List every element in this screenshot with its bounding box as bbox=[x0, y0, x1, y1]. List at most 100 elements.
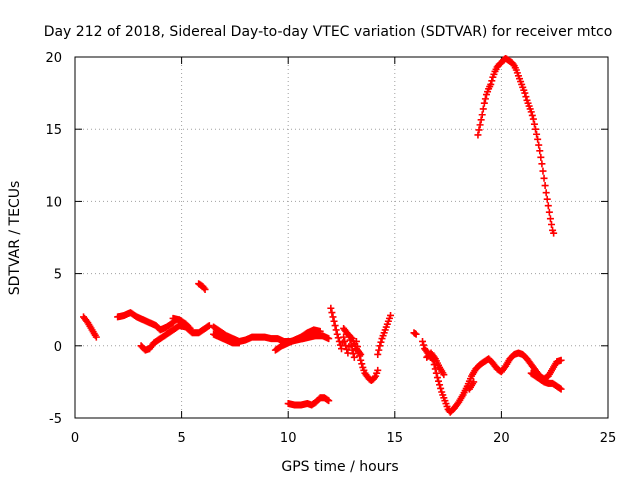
data-point bbox=[546, 215, 554, 223]
data-point bbox=[341, 337, 349, 345]
y-tick-label: 15 bbox=[45, 123, 62, 138]
y-tick-label: 5 bbox=[54, 268, 62, 283]
data-point bbox=[532, 125, 540, 133]
data-point bbox=[333, 330, 341, 338]
data-point bbox=[548, 221, 556, 229]
x-tick-label: 0 bbox=[71, 431, 79, 446]
data-point bbox=[533, 130, 541, 138]
data-point bbox=[430, 353, 438, 361]
data-point bbox=[534, 135, 542, 143]
y-tick-label: 10 bbox=[45, 195, 62, 210]
data-point bbox=[536, 147, 544, 155]
data-point bbox=[358, 360, 366, 368]
x-tick-label: 25 bbox=[600, 431, 617, 446]
data-point bbox=[474, 131, 482, 139]
data-point bbox=[205, 322, 213, 330]
data-point bbox=[529, 115, 537, 123]
y-axis-label: SDTVAR / TECUs bbox=[7, 181, 23, 296]
data-point bbox=[316, 327, 324, 335]
data-point bbox=[476, 121, 484, 129]
data-point bbox=[470, 378, 478, 386]
data-point bbox=[387, 311, 395, 319]
x-tick-label: 15 bbox=[387, 431, 404, 446]
data-point bbox=[412, 330, 420, 338]
data-point bbox=[542, 189, 550, 197]
data-point bbox=[350, 353, 358, 361]
data-point bbox=[475, 126, 483, 134]
data-point bbox=[480, 99, 488, 107]
data-point bbox=[521, 89, 529, 97]
data-point bbox=[419, 337, 427, 345]
data-point bbox=[479, 105, 487, 113]
y-tick-labels: -5 0 5 10 15 20 bbox=[45, 51, 62, 427]
data-point bbox=[537, 153, 545, 161]
data-point bbox=[92, 333, 100, 341]
data-point bbox=[557, 356, 565, 364]
data-point bbox=[538, 160, 546, 168]
data-point bbox=[347, 341, 355, 349]
data-point bbox=[340, 333, 348, 341]
data-points bbox=[80, 54, 565, 416]
data-point bbox=[477, 116, 485, 124]
data-point bbox=[509, 60, 517, 68]
data-point bbox=[200, 284, 208, 292]
data-point bbox=[432, 369, 440, 377]
data-point bbox=[374, 350, 382, 358]
data-point bbox=[541, 182, 549, 190]
data-point bbox=[557, 385, 565, 393]
data-point bbox=[329, 313, 337, 321]
data-point bbox=[527, 108, 535, 116]
data-point bbox=[201, 285, 209, 293]
x-tick-labels: 0 5 10 15 20 25 bbox=[71, 431, 616, 446]
x-axis-label: GPS time / hours bbox=[281, 459, 398, 475]
data-point bbox=[487, 80, 495, 88]
data-point bbox=[347, 333, 355, 341]
data-point bbox=[543, 195, 551, 203]
y-tick-label: 20 bbox=[45, 51, 62, 66]
data-point bbox=[440, 371, 448, 379]
data-point bbox=[522, 93, 530, 101]
data-point bbox=[332, 326, 340, 334]
data-point bbox=[325, 335, 333, 343]
plot-border bbox=[74, 56, 609, 419]
data-point bbox=[530, 120, 538, 128]
chart-title: Day 212 of 2018, Sidereal Day-to-day VTE… bbox=[44, 24, 613, 40]
data-point bbox=[377, 338, 385, 346]
data-point bbox=[420, 341, 428, 349]
data-point bbox=[331, 322, 339, 330]
data-point bbox=[186, 324, 194, 332]
data-point bbox=[349, 350, 357, 358]
data-point bbox=[185, 323, 193, 331]
data-point bbox=[330, 317, 338, 325]
data-point bbox=[437, 384, 445, 392]
x-tick-label: 10 bbox=[280, 431, 297, 446]
data-point bbox=[545, 208, 553, 216]
data-point bbox=[374, 366, 382, 374]
data-point bbox=[544, 202, 552, 210]
data-point bbox=[435, 377, 443, 385]
data-point bbox=[528, 111, 536, 119]
data-point bbox=[376, 342, 384, 350]
data-point bbox=[375, 346, 383, 354]
data-point bbox=[488, 77, 496, 85]
data-point bbox=[540, 174, 548, 182]
data-point bbox=[327, 304, 335, 312]
data-point bbox=[433, 374, 441, 382]
data-point bbox=[235, 339, 243, 347]
data-point bbox=[481, 95, 489, 103]
grid bbox=[75, 57, 608, 418]
data-point bbox=[371, 374, 379, 382]
data-point bbox=[436, 381, 444, 389]
data-point bbox=[325, 397, 333, 405]
x-tick-label: 5 bbox=[177, 431, 185, 446]
data-point bbox=[328, 309, 336, 317]
data-point bbox=[357, 350, 365, 358]
data-point bbox=[478, 111, 486, 119]
y-tick-label: -5 bbox=[49, 412, 62, 427]
x-tick-label: 20 bbox=[493, 431, 510, 446]
data-point bbox=[535, 141, 543, 149]
data-point bbox=[356, 349, 364, 357]
data-point bbox=[550, 229, 558, 237]
data-point bbox=[539, 167, 547, 175]
